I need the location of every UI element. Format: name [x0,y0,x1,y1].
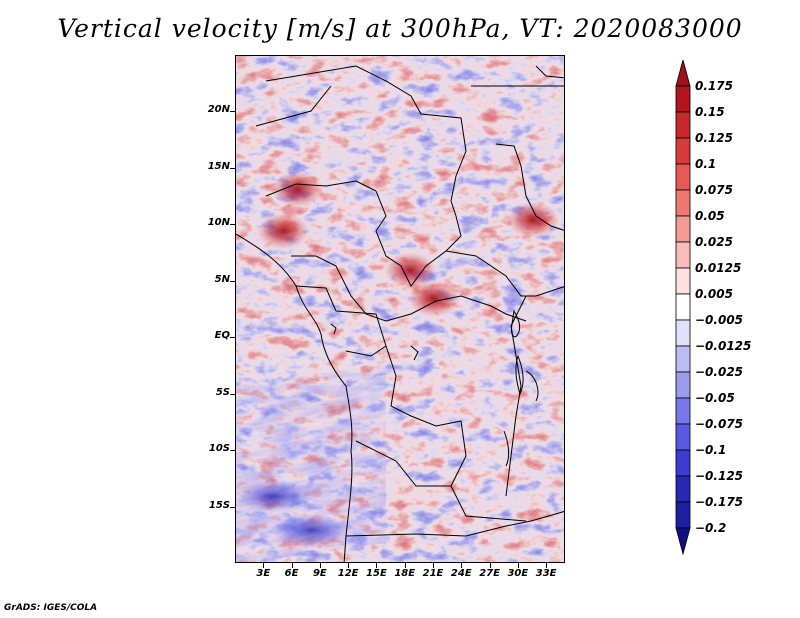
colorbar-box [675,111,691,139]
lon-tick-mark [263,563,265,568]
colorbar-box [675,345,691,373]
colorbar-level-label: 0.075 [695,183,733,197]
colorbar-box [675,137,691,165]
ascent-hotspot [384,252,437,289]
country-borders [236,65,564,562]
colorbar-level-label: 0.125 [695,131,733,145]
colorbar-level-label: 0.005 [695,287,733,301]
colorbar-level-label: 0.05 [695,209,725,223]
lon-tick-label: 18E [394,568,416,579]
lon-tick-label: 6E [284,568,299,579]
colorbar [675,60,691,556]
colorbar-top-triangle [675,60,691,87]
lon-tick-label: 27E [479,568,500,579]
lon-tick-label: 24E [450,568,472,579]
colorbar-box [675,293,691,321]
lon-tick-mark [348,563,350,568]
lat-tick-mark [230,280,235,282]
lon-tick-label: 12E [337,568,359,579]
descent-hotspot [236,480,314,513]
lat-tick-label: 15S [208,499,230,511]
colorbar-level-label: −0.075 [695,417,744,431]
chart-title: Vertical velocity [m/s] at 300hPa, VT: 2… [57,14,743,43]
ascent-hotspot [507,201,559,238]
colorbar-box [675,85,691,113]
lon-tick-mark [517,563,519,568]
colorbar-level-label: 0.1 [695,157,717,171]
colorbar-level-label: −0.005 [695,313,744,327]
colorbar-level-label: 0.175 [695,79,733,93]
ascent-descent-hotspots [236,171,559,547]
lat-tick-mark [230,167,235,169]
colorbar-level-label: −0.05 [695,391,735,405]
colorbar-level-label: −0.2 [695,521,727,535]
colorbar-box [675,475,691,503]
lakes-and-coast-detail [330,309,539,467]
colorbar-level-label: 0.15 [695,105,725,119]
colorbar-level-label: −0.025 [695,365,744,379]
lat-tick-label: EQ [214,330,230,342]
colorbar-box [675,267,691,295]
lat-tick-mark [230,337,235,339]
lon-tick-mark [404,563,406,568]
colorbar-box [675,449,691,477]
lon-tick-mark [319,563,321,568]
colorbar-level-label: −0.125 [695,469,744,483]
lat-tick-label: 10N [207,217,230,229]
lat-tick-mark [230,393,235,395]
ascent-hotspot [257,212,310,249]
colorbar-level-label: −0.1 [695,443,727,457]
colorbar-box [675,397,691,425]
lat-tick-label: 10S [208,443,230,455]
lon-tick-mark [291,563,293,568]
colorbar-box [675,501,691,529]
lat-tick-label: 20N [207,104,230,116]
lat-tick-mark [230,111,235,113]
lat-tick-label: 5S [215,386,230,398]
colorbar-box [675,163,691,191]
lat-tick-mark [230,506,235,508]
lon-tick-mark [546,563,548,568]
colorbar-box [675,189,691,217]
colorbar-level-label: 0.025 [695,235,733,249]
ascent-hotspot [271,171,324,208]
lon-tick-mark [461,563,463,568]
lon-tick-label: 3E [256,568,271,579]
colorbar-bottom-triangle [675,527,691,556]
ascent-hotspot [408,280,460,317]
colorbar-box [675,423,691,451]
map-panel[interactable] [235,55,565,563]
lat-tick-mark [230,450,235,452]
lon-tick-label: 21E [422,568,444,579]
grads-credit: GrADS: IGES/COLA [4,603,98,613]
vertical-velocity-field [236,56,564,562]
colorbar-box [675,241,691,269]
lon-tick-label: 30E [507,568,529,579]
lon-tick-mark [376,563,378,568]
lat-tick-mark [230,224,235,226]
colorbar-level-label: −0.0125 [695,339,752,353]
descent-hotspot [271,514,352,547]
lon-tick-label: 9E [312,568,327,579]
lat-tick-label: 5N [214,273,230,285]
lon-tick-mark [489,563,491,568]
colorbar-box [675,319,691,347]
colorbar-box [675,371,691,399]
lon-tick-label: 15E [366,568,387,579]
lon-tick-label: 33E [535,568,557,579]
lat-tick-label: 15N [207,160,230,172]
lon-tick-mark [433,563,434,568]
colorbar-box [675,215,691,243]
colorbar-level-label: 0.0125 [695,261,742,275]
colorbar-level-label: −0.175 [695,495,744,509]
